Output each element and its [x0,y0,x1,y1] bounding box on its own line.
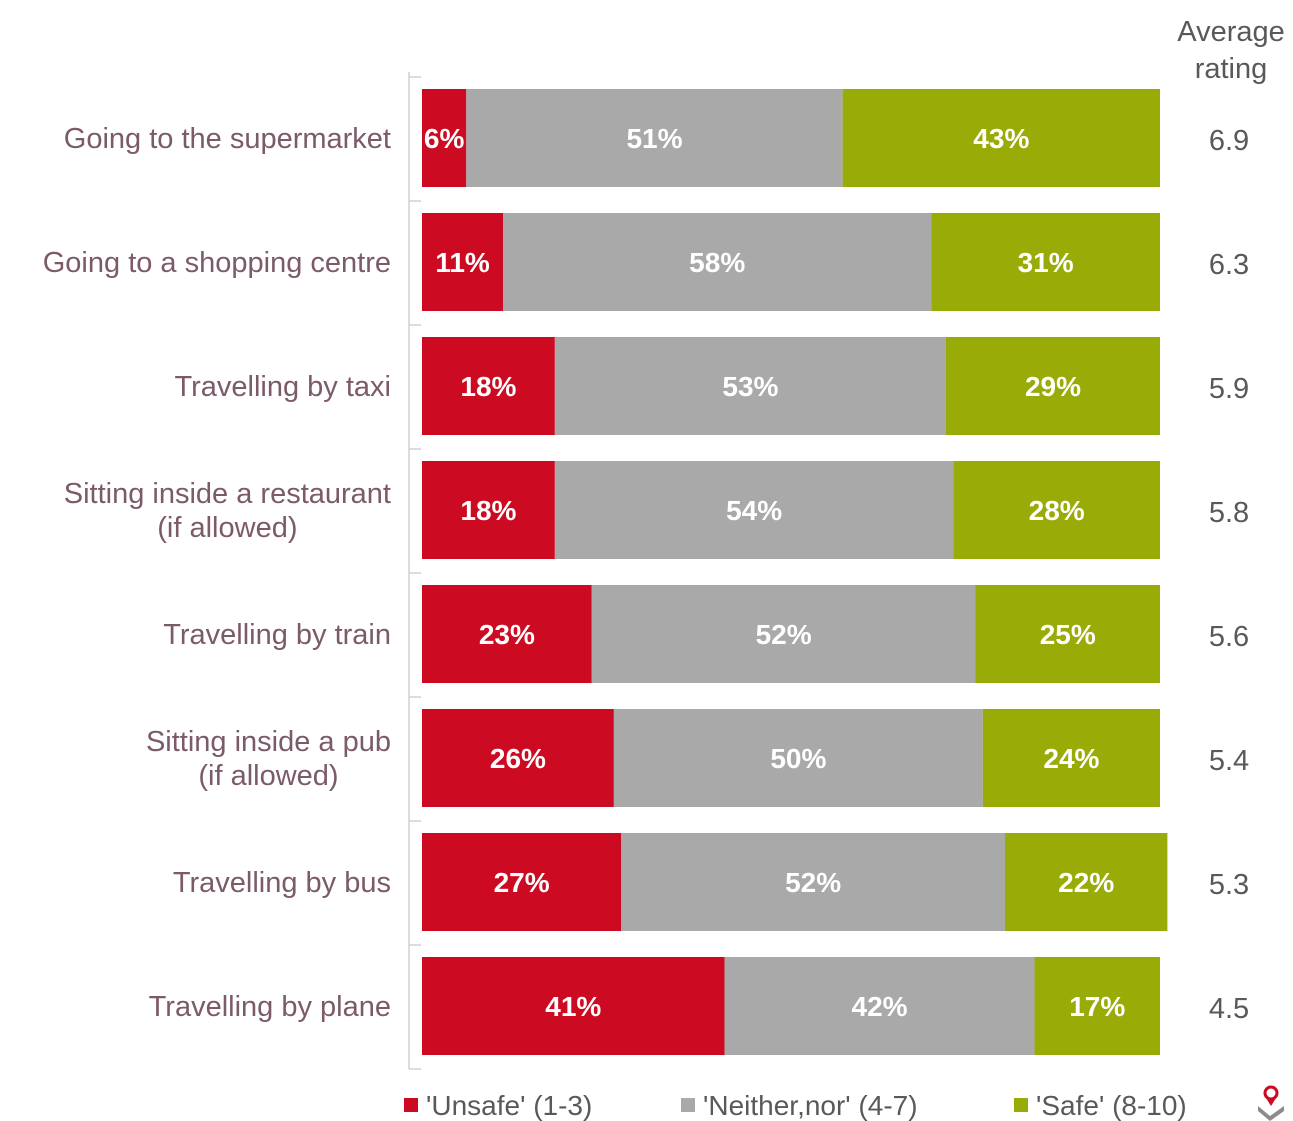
data-label: 31% [1018,247,1074,278]
data-label: 27% [494,867,550,898]
bar-segment [554,337,946,435]
legend-label: 'Safe' (8-10) [1036,1090,1187,1121]
data-label: 52% [756,619,812,650]
bar-segment [975,585,1160,683]
bar-segment [503,213,932,311]
bar-segment [422,957,725,1055]
data-label: 29% [1025,371,1081,402]
bar-segment [554,461,954,559]
bar-segment [842,89,1160,187]
average-rating-value: 5.9 [1209,373,1249,405]
data-label: 50% [770,743,826,774]
average-rating-value: 4.5 [1209,993,1249,1025]
data-label: 17% [1069,991,1125,1022]
category-label: Travelling by plane [149,991,391,1023]
category-label: Going to a shopping centre [43,247,391,279]
average-rating-column: Average rating 6.9 6.3 5.9 5.8 5.6 5.4 5.3 4.5 [1177,16,1285,1025]
average-rating-value: 5.3 [1209,869,1249,901]
bar-segment [422,213,504,311]
category-label-line-2: (if allowed) [157,512,297,544]
category-label-line-1: Sitting inside a restaurant [64,478,391,510]
data-label: 11% [435,247,490,278]
bar-segment [422,833,622,931]
data-label: 6% [424,123,465,154]
legend-swatch [681,1098,695,1112]
data-label: 23% [479,619,535,650]
bars: 6% 51% 43% 11% 58% 31% 18% 53% 29% 18% 54% 28% 23% 52… [422,89,1168,1055]
data-label: 42% [852,991,908,1022]
data-label: 24% [1043,743,1099,774]
legend: 'Unsafe' (1-3) 'Neither,nor' (4-7) 'Safe' … [404,1090,1187,1121]
data-label: 54% [726,495,782,526]
bar-segment [591,585,976,683]
data-label: 28% [1029,495,1085,526]
bar-segment [422,337,555,435]
average-rating-value: 6.9 [1209,125,1249,157]
average-rating-value: 6.3 [1209,249,1249,281]
bar-segment [945,337,1160,435]
category-label: Travelling by taxi [174,371,391,403]
category-label: Travelling by train [163,619,391,651]
bar-segment [953,461,1160,559]
bar-segment [931,213,1160,311]
category-label: Travelling by bus [173,867,391,899]
bar-segment [422,709,614,807]
bar-segment [422,585,592,683]
average-rating-value: 5.6 [1209,621,1249,653]
average-rating-header-line-2: rating [1195,53,1268,85]
bar-segment [422,461,555,559]
data-label: 53% [722,371,778,402]
average-rating-header-line-1: Average [1177,16,1285,48]
category-axis [408,72,421,1070]
bar-segment [621,833,1006,931]
data-label: 43% [973,123,1029,154]
bar-segment [466,89,843,187]
legend-swatch [1014,1098,1028,1112]
data-label: 22% [1058,867,1114,898]
category-labels: Going to the supermarket Going to a shopp… [43,123,391,1023]
company-logo-icon [1258,1085,1284,1121]
data-label: 52% [785,867,841,898]
data-label: 41% [545,991,601,1022]
bar-segment [1005,833,1168,931]
data-label: 58% [689,247,745,278]
bar-segment [724,957,1035,1055]
bar-segment [982,709,1160,807]
legend-swatch [404,1098,418,1112]
bar-segment [1034,957,1160,1055]
category-label-line-1: Sitting inside a pub [146,726,391,758]
category-label: Going to the supermarket [64,123,391,155]
legend-label: 'Neither,nor' (4-7) [703,1090,918,1121]
data-label: 25% [1040,619,1096,650]
average-rating-value: 5.4 [1209,745,1249,777]
bar-segment [422,89,467,187]
data-label: 51% [626,123,682,154]
data-label: 18% [460,371,516,402]
bar-segment [613,709,983,807]
category-label-line-2: (if allowed) [198,760,338,792]
data-label: 18% [460,495,516,526]
average-rating-value: 5.8 [1209,497,1249,529]
data-label: 26% [490,743,546,774]
legend-label: 'Unsafe' (1-3) [426,1090,592,1121]
